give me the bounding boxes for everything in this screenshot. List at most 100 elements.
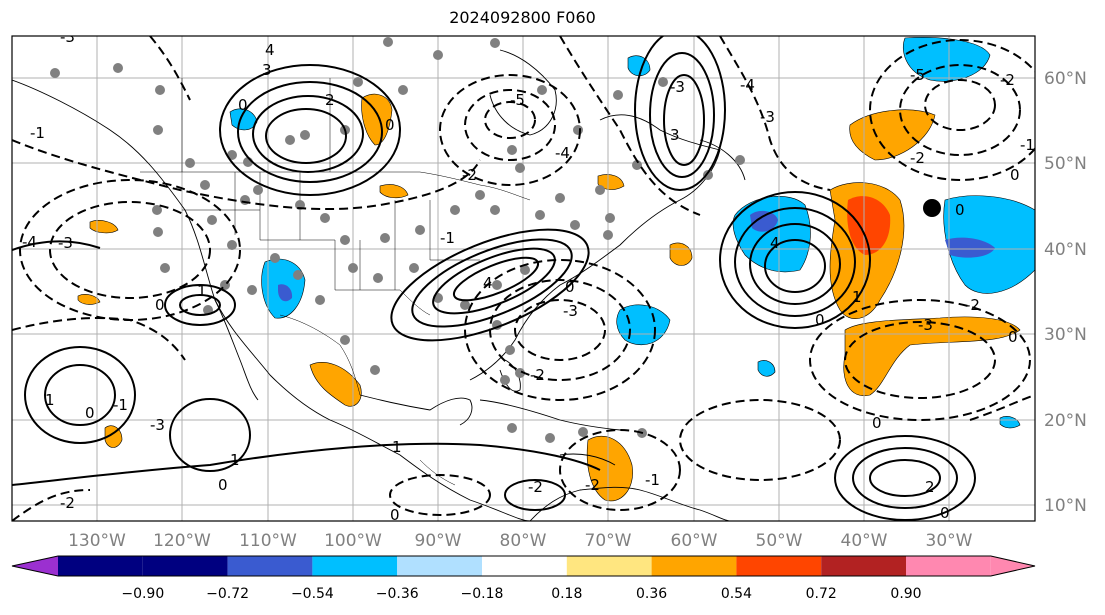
contour-label: 0 (390, 506, 400, 524)
contour-label: 1 (392, 438, 402, 456)
contour-label: 0 (238, 96, 248, 114)
blue-shade-region (902, 37, 991, 82)
contour-label: -5 (510, 91, 525, 109)
colorbar-segment (12, 556, 58, 576)
colorbar-label: −0.72 (206, 586, 249, 602)
dashed-contours (12, 36, 1035, 521)
colorbar-label: −0.90 (121, 586, 164, 602)
colorbar-segment (906, 556, 991, 576)
contour-label: -5 (910, 66, 925, 84)
contour-label: -2 (585, 476, 600, 494)
colorbar-segment (58, 556, 143, 576)
contour-label: 1 (197, 282, 207, 300)
contour-label: -3 (60, 28, 75, 46)
lon-tick-label: 110°W (239, 531, 297, 551)
contour-label: 0 (940, 504, 950, 522)
lon-tick-label: 100°W (324, 531, 382, 551)
lon-tick-label: 80°W (500, 531, 547, 551)
lon-tick-label: 90°W (415, 531, 462, 551)
colorbar-segment (312, 556, 398, 576)
map-plot-area: -4 -3 -3 -1 0 4 3 2 0 -2 -5 -4 -3 -5 0 4… (12, 16, 1035, 524)
purple-shade-region (278, 284, 293, 302)
contour-label: 0 (1010, 166, 1020, 184)
colorbar-segment (990, 556, 1035, 576)
lat-tick-label: 40°N (1044, 240, 1087, 260)
contour-label: -1 (113, 396, 128, 414)
contour-label: 2 (325, 91, 335, 109)
station-markers (50, 37, 745, 443)
storm-center-marker (923, 199, 941, 217)
map-title: 2024092800 F060 (449, 8, 596, 27)
lon-tick-label: 60°W (671, 531, 718, 551)
contour-label: -4 (555, 144, 570, 162)
contour-label: 4 (483, 274, 493, 292)
contour-label: -2 (528, 478, 543, 496)
contour-label: -4 (22, 233, 37, 251)
colorbar-label: −0.54 (291, 586, 334, 602)
orange-shade-region (379, 184, 409, 199)
colorbar-label: 0.18 (551, 586, 582, 602)
blue-shade-region (999, 416, 1021, 429)
blue-shade-region (757, 360, 776, 377)
colorbar: −0.90 −0.72 −0.54 −0.36 −0.18 0.18 0.36 … (11, 555, 1036, 602)
contour-label: -2 (530, 366, 545, 384)
colorbar-segment (566, 556, 652, 576)
contour-label: -3 (58, 234, 73, 252)
colorbar-segment (227, 556, 313, 576)
contour-labels: -4 -3 -3 -1 0 4 3 2 0 -2 -5 -4 -3 -5 0 4… (22, 16, 1035, 524)
contour-label: 0 (872, 414, 882, 432)
colorbar-segment (821, 556, 906, 576)
lon-tick-label: 70°W (585, 531, 632, 551)
red-shade-region (847, 196, 891, 255)
lat-tick-label: 30°N (1044, 325, 1087, 345)
blue-shade-region (229, 108, 258, 131)
contour-label: 4 (930, 16, 940, 34)
contour-label: -3 (670, 78, 685, 96)
lon-tick-label: 120°W (153, 531, 211, 551)
contour-label: -2 (910, 149, 925, 167)
contour-label: -1 (30, 124, 45, 142)
contour-label: 0 (218, 476, 228, 494)
purple-shade-region (750, 210, 778, 232)
contour-label: 0 (1008, 328, 1018, 346)
contour-label: -3 (150, 416, 165, 434)
colorbar-segment (736, 556, 822, 576)
contour-label: 0 (955, 201, 965, 219)
contour-label: 1 (230, 451, 240, 469)
contour-label: 0 (155, 296, 165, 314)
orange-shade-region (309, 362, 362, 407)
map-frame (11, 35, 1036, 522)
colorbar-label: 0.54 (721, 586, 752, 602)
orange-shade-region (361, 94, 393, 146)
orange-shade-region (77, 294, 101, 305)
lat-tick-label: 20°N (1044, 411, 1087, 431)
colorbar-segment (142, 556, 228, 576)
contour-label: 0 (815, 311, 825, 329)
contour-label: -2 (1000, 71, 1015, 89)
contour-label: 0 (85, 404, 95, 422)
colorbar-label: −0.18 (461, 586, 504, 602)
contour-label: -2 (60, 494, 75, 512)
contour-label: 1 (45, 391, 55, 409)
contour-label: -1 (1020, 136, 1035, 154)
colorbar-label: 0.90 (890, 586, 921, 602)
colorbar-label: 0.36 (636, 586, 667, 602)
longitude-labels: 130°W 120°W 110°W 100°W 90°W 80°W 70°W 6… (68, 531, 973, 551)
contour-label: 0 (565, 278, 575, 296)
contour-label: -3 (760, 108, 775, 126)
colorbar-label: −0.36 (376, 586, 419, 602)
contour-label: -4 (740, 76, 755, 94)
lat-tick-label: 60°N (1044, 69, 1087, 89)
contour-label: 0 (385, 116, 395, 134)
contour-label: -1 (645, 471, 660, 489)
colorbar-label: 0.72 (806, 586, 837, 602)
lon-tick-label: 30°W (926, 531, 973, 551)
colorbar-segment (651, 556, 737, 576)
purple-shade-region (945, 237, 995, 258)
lat-tick-label: 50°N (1044, 154, 1087, 174)
lat-tick-label: 10°N (1044, 496, 1087, 516)
contour-label: 3 (262, 61, 272, 79)
lon-tick-label: 130°W (68, 531, 126, 551)
contour-label: 4 (770, 234, 780, 252)
